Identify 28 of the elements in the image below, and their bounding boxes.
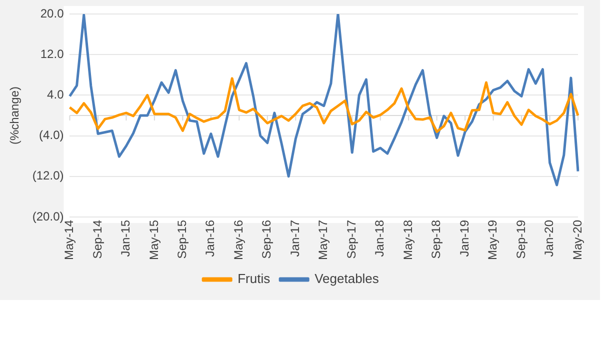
x-tick-label: Jan-19 [457,220,472,257]
y-tick-label: (12.0) [32,168,64,183]
x-tick-label: May-19 [486,220,500,260]
x-tick-label: Jan-17 [288,220,302,257]
x-tick-label: Sep-14 [90,220,104,259]
x-tick-label: May-16 [231,220,246,260]
x-tick-label: Jan-15 [118,220,133,257]
x-tick-label: Sep-19 [514,220,528,259]
y-tick-label: (20.0) [32,209,64,224]
x-tick-label: Jan-16 [203,220,218,257]
x-tick-label: Sep-17 [344,220,358,259]
y-tick-label: 20.0 [40,6,64,20]
x-tick-label: Jan-18 [372,220,387,257]
y-axis-title: (%change) [8,86,22,145]
x-tick-label: Sep-18 [429,220,444,259]
y-tick-label: (4.0) [39,128,64,142]
y-tick-label: 12.0 [40,46,64,61]
x-tick-label: May-14 [62,220,76,260]
x-tick-label: May-20 [570,220,584,260]
x-tick-label: May-18 [400,220,415,260]
x-tick-label: Sep-16 [260,220,274,259]
x-tick-label: May-15 [146,220,161,260]
y-tick-label: 4.0 [47,88,64,102]
x-tick-label: May-17 [316,220,330,260]
legend-label: Vegetables [314,271,380,286]
x-tick-label: Jan-20 [542,220,556,257]
legend-label: Frutis [238,271,271,286]
x-tick-label: Sep-15 [175,220,190,259]
